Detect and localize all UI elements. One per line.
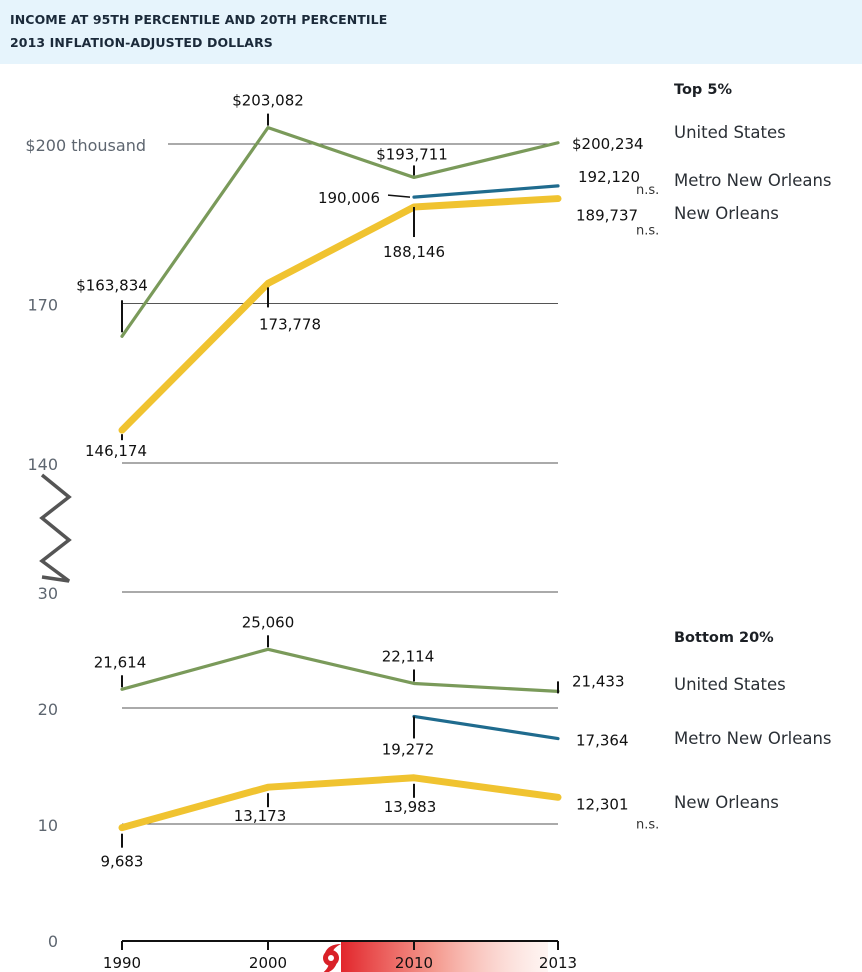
- y-tick-label: $200 thousand: [25, 136, 146, 155]
- series-line-new-orleans-top: [118, 195, 562, 434]
- data-label: 13,173: [234, 807, 287, 825]
- data-label: 188,146: [383, 243, 445, 261]
- data-label: 173,778: [259, 315, 321, 333]
- y-tick-label: 30: [38, 584, 58, 603]
- series-line-united-states-bottom: [120, 647, 560, 693]
- chart-title: INCOME AT 95TH PERCENTILE AND 20TH PERCE…: [10, 12, 388, 27]
- x-tick-label: 2013: [539, 954, 577, 972]
- y-tick-label: 10: [38, 816, 58, 835]
- series-line-metro-new-orleans-top: [412, 184, 560, 199]
- data-label: 189,737: [576, 207, 638, 225]
- data-label: 192,120: [578, 168, 640, 186]
- data-label: 21,614: [94, 653, 147, 671]
- data-label: 22,114: [382, 647, 435, 665]
- legend-label-new-orleans: New Orleans: [674, 793, 779, 812]
- data-label: 12,301: [576, 795, 629, 813]
- legend-label-united-states: United States: [674, 675, 786, 694]
- y-tick-label: 170: [27, 296, 58, 315]
- data-label: $193,711: [376, 145, 448, 163]
- x-tick-label: 2000: [249, 954, 287, 972]
- panel-title: Bottom 20%: [674, 630, 774, 646]
- y-tick-label: 0: [48, 932, 58, 951]
- data-label: 21,433: [572, 672, 625, 690]
- data-label: 13,983: [384, 798, 437, 816]
- data-label: $200,234: [572, 135, 644, 153]
- legend-label-metro-new-orleans: Metro New Orleans: [674, 729, 832, 748]
- hurricane-period-band: [341, 940, 548, 972]
- hurricane-icon: [323, 944, 341, 972]
- axis-break-icon: [39, 473, 72, 583]
- data-label: 146,174: [85, 442, 147, 460]
- data-label: $163,834: [76, 276, 148, 294]
- panel-title: Top 5%: [674, 82, 732, 98]
- y-tick-label: 20: [38, 700, 58, 719]
- not-significant-label: n.s.: [636, 183, 659, 198]
- chart-subtitle: 2013 INFLATION-ADJUSTED DOLLARS: [10, 35, 273, 50]
- data-label: 190,006: [318, 189, 380, 207]
- series-line-metro-new-orleans-bottom: [412, 714, 560, 741]
- y-tick-label: 140: [27, 455, 58, 474]
- legend-label-metro-new-orleans: Metro New Orleans: [674, 171, 832, 190]
- data-label: 9,683: [101, 853, 144, 871]
- x-tick-label: 1990: [103, 954, 141, 972]
- not-significant-label: n.s.: [636, 224, 659, 239]
- data-label: 19,272: [382, 740, 435, 758]
- legend-label-new-orleans: New Orleans: [674, 204, 779, 223]
- data-label: $203,082: [232, 92, 304, 110]
- data-label: 25,060: [242, 613, 295, 631]
- not-significant-label: n.s.: [636, 817, 659, 832]
- data-label: 17,364: [576, 732, 629, 750]
- series-line-new-orleans-bottom: [118, 774, 562, 832]
- legend-label-united-states: United States: [674, 123, 786, 142]
- label-leader-line: [387, 194, 411, 198]
- x-tick-label: 2010: [395, 954, 433, 972]
- series-line-united-states-top: [120, 126, 560, 338]
- chart-header: INCOME AT 95TH PERCENTILE AND 20TH PERCE…: [0, 0, 862, 64]
